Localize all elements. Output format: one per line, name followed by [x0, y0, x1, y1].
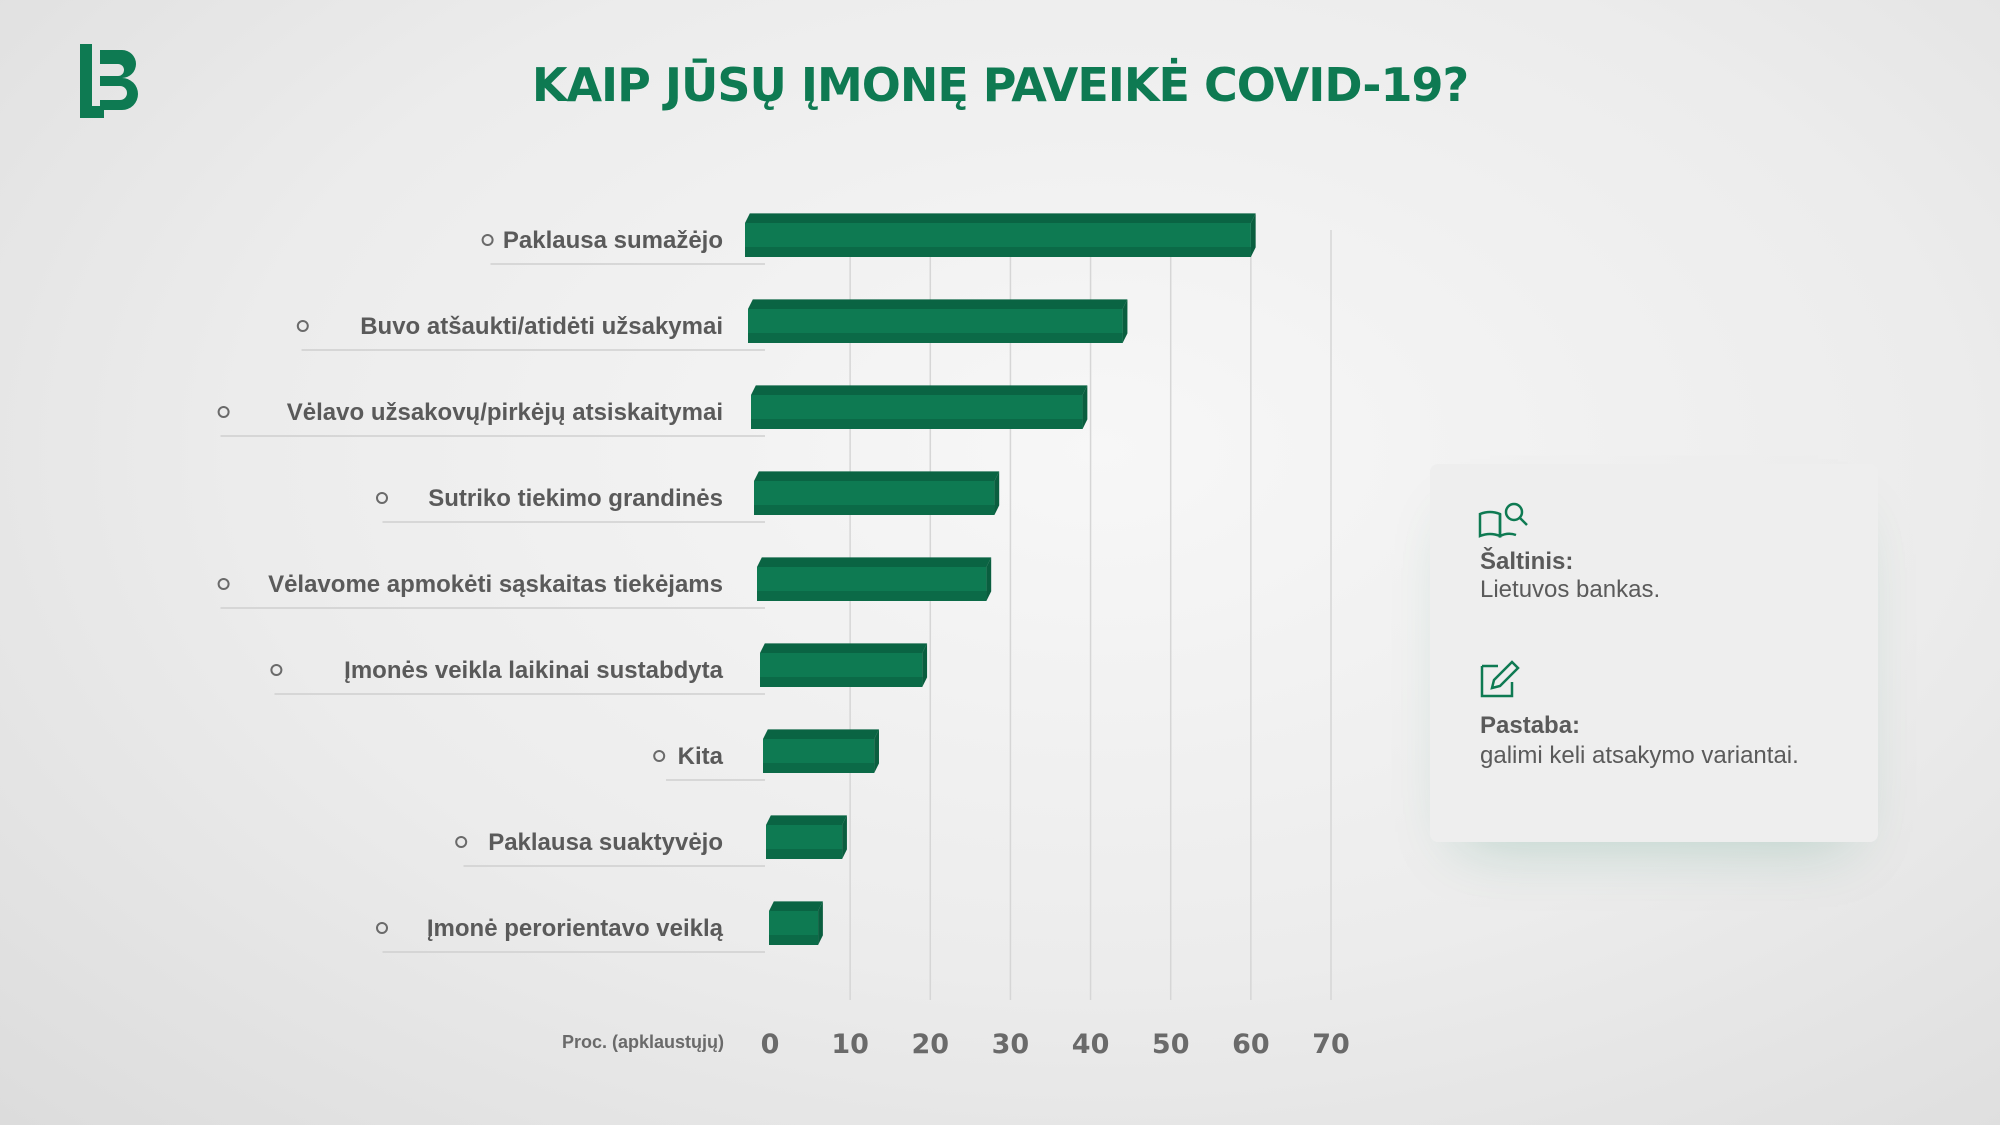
bullet-icon — [455, 836, 468, 848]
page-title: KAIP JŪSŲ ĮMONĘ PAVEIKĖ COVID-19? — [531, 58, 1469, 112]
bar-top — [766, 815, 847, 825]
category-label: Paklausa sumažėjo — [503, 227, 723, 254]
bar-top — [760, 643, 928, 653]
bullet-icon — [376, 492, 388, 504]
x-tick-label: 10 — [831, 1029, 869, 1060]
bar-side — [986, 557, 992, 601]
x-axis-title: Proc. (apklaustųjų) — [562, 1032, 724, 1052]
category-label: Įmonės veikla laikinai sustabdyta — [344, 657, 723, 684]
category-label: Sutriko tiekimo grandinės — [428, 485, 723, 512]
bar-shade — [745, 247, 1251, 257]
bar-shade — [748, 333, 1123, 343]
bar-side — [1250, 213, 1256, 257]
bar-top — [751, 385, 1088, 395]
info-box: Šaltinis: Lietuvos bankas. Pastaba: gali… — [1430, 464, 1878, 842]
bar-shade — [766, 849, 843, 859]
bullet-icon — [217, 406, 230, 418]
bar-shade — [763, 763, 875, 773]
bullet-icon — [296, 320, 309, 332]
bar-side — [874, 729, 879, 773]
bar-side — [994, 471, 1000, 515]
bar-top — [754, 471, 1000, 481]
book-search-icon — [1478, 502, 1528, 539]
bar-top — [745, 213, 1256, 223]
category-label: Vėlavome apmokėti sąskaitas tiekėjams — [268, 571, 723, 598]
source-text: Lietuvos bankas. — [1480, 576, 1661, 603]
x-tick-label: 50 — [1152, 1029, 1190, 1060]
bullet-icon — [217, 578, 230, 590]
bar-side — [1122, 299, 1128, 343]
category-label: Kita — [678, 743, 724, 770]
bar-top — [757, 557, 992, 567]
category-label: Paklausa suaktyvėjo — [488, 829, 723, 856]
category-label: Vėlavo užsakovų/pirkėjų atsiskaitymai — [287, 399, 723, 426]
x-tick-label: 70 — [1312, 1029, 1350, 1060]
x-tick-label: 0 — [761, 1029, 780, 1060]
note-label: Pastaba: — [1480, 712, 1581, 739]
bar-top — [769, 901, 823, 911]
logo-icon — [80, 44, 138, 118]
note-text: galimi keli atsakymo variantai. — [1480, 742, 1799, 769]
category-label: Buvo atšaukti/atidėti užsakymai — [360, 313, 723, 340]
bar-shade — [751, 419, 1083, 429]
x-tick-label: 60 — [1232, 1029, 1270, 1060]
bullet-icon — [653, 750, 666, 762]
bar-shade — [757, 591, 987, 601]
bar-top — [748, 299, 1128, 309]
bar-side — [818, 901, 823, 945]
x-tick-label: 40 — [1072, 1029, 1110, 1060]
bar-side — [842, 815, 847, 859]
category-label: Įmonė perorientavo veiklą — [427, 915, 724, 942]
bar-shade — [754, 505, 995, 515]
bar-side — [922, 643, 928, 687]
edit-icon — [1480, 660, 1520, 698]
bar-shade — [769, 935, 819, 945]
bullet-icon — [481, 234, 494, 246]
x-tick-label: 20 — [911, 1029, 949, 1060]
bullet-icon — [376, 922, 388, 934]
bullet-icon — [270, 664, 283, 676]
bar-top — [763, 729, 879, 739]
source-label: Šaltinis: — [1480, 548, 1574, 575]
bar-shade — [760, 677, 923, 687]
x-tick-label: 30 — [992, 1029, 1030, 1060]
bar-side — [1082, 385, 1088, 429]
